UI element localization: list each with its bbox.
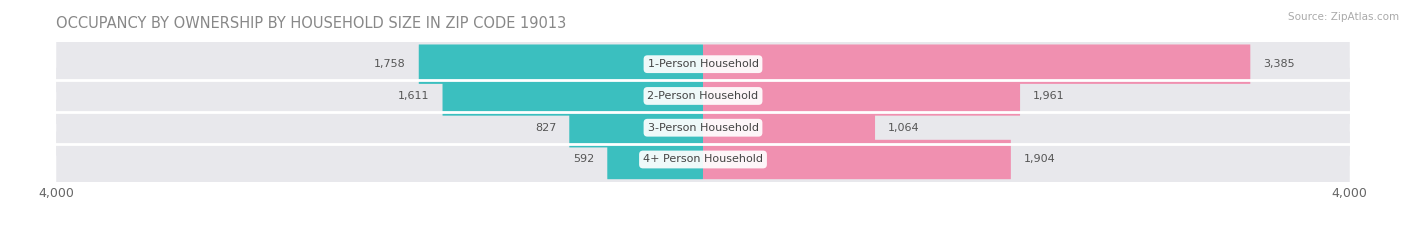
FancyBboxPatch shape bbox=[703, 140, 1011, 179]
Text: 827: 827 bbox=[534, 123, 557, 133]
FancyBboxPatch shape bbox=[56, 100, 1350, 156]
Text: 1,758: 1,758 bbox=[374, 59, 406, 69]
FancyBboxPatch shape bbox=[703, 45, 1250, 84]
Text: 1,961: 1,961 bbox=[1033, 91, 1064, 101]
Text: 3-Person Household: 3-Person Household bbox=[648, 123, 758, 133]
FancyBboxPatch shape bbox=[443, 76, 703, 116]
Text: 1-Person Household: 1-Person Household bbox=[648, 59, 758, 69]
FancyBboxPatch shape bbox=[703, 108, 875, 147]
Text: 2-Person Household: 2-Person Household bbox=[647, 91, 759, 101]
FancyBboxPatch shape bbox=[569, 108, 703, 147]
Text: 3,385: 3,385 bbox=[1263, 59, 1295, 69]
Text: 1,064: 1,064 bbox=[889, 123, 920, 133]
Text: 4+ Person Household: 4+ Person Household bbox=[643, 154, 763, 164]
FancyBboxPatch shape bbox=[703, 76, 1021, 116]
FancyBboxPatch shape bbox=[419, 45, 703, 84]
Text: 592: 592 bbox=[574, 154, 595, 164]
Text: Source: ZipAtlas.com: Source: ZipAtlas.com bbox=[1288, 12, 1399, 22]
Text: 1,611: 1,611 bbox=[398, 91, 430, 101]
FancyBboxPatch shape bbox=[56, 132, 1350, 188]
FancyBboxPatch shape bbox=[607, 140, 703, 179]
Text: 1,904: 1,904 bbox=[1024, 154, 1056, 164]
FancyBboxPatch shape bbox=[56, 68, 1350, 124]
Text: OCCUPANCY BY OWNERSHIP BY HOUSEHOLD SIZE IN ZIP CODE 19013: OCCUPANCY BY OWNERSHIP BY HOUSEHOLD SIZE… bbox=[56, 16, 567, 31]
FancyBboxPatch shape bbox=[56, 36, 1350, 92]
